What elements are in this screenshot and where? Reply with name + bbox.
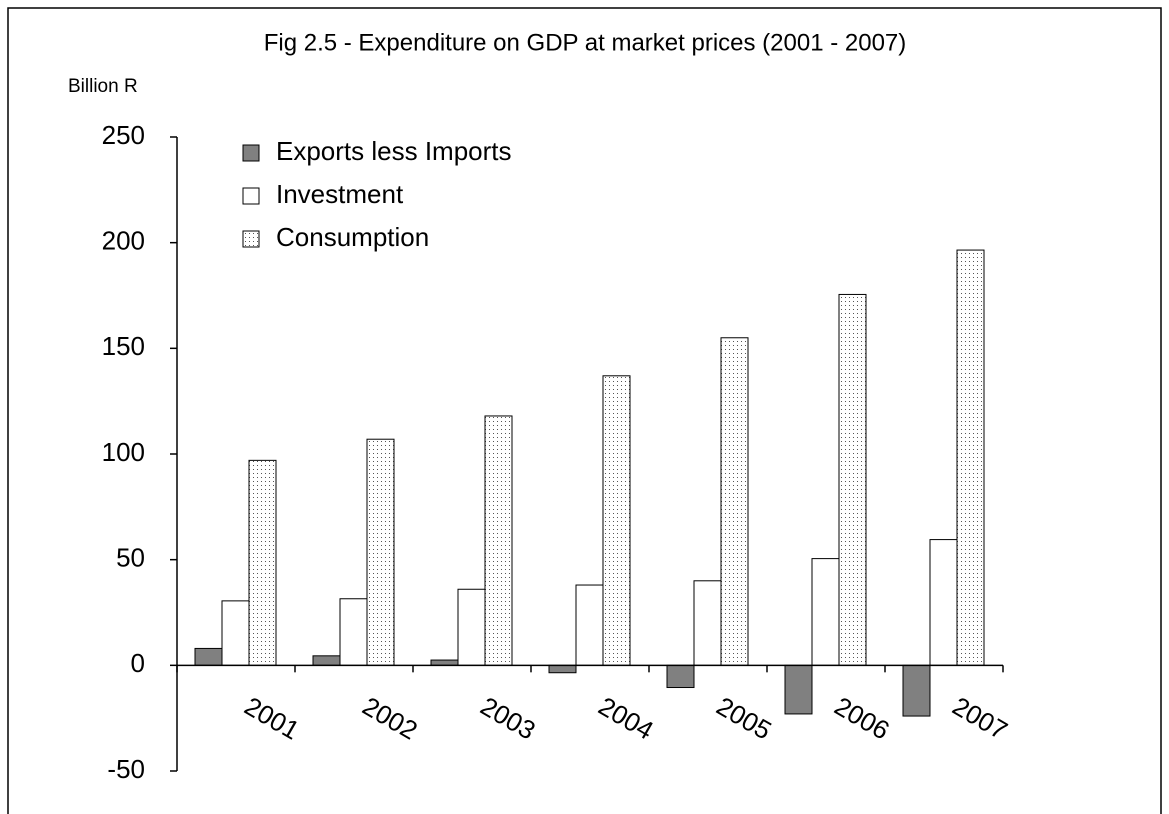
bar: [248, 459, 277, 666]
bar: [929, 539, 958, 666]
bar: [956, 249, 985, 666]
legend-label: Exports less Imports: [276, 136, 512, 166]
y-tick-label: 0: [131, 648, 145, 678]
bar: [811, 558, 840, 666]
bar: [784, 664, 813, 715]
y-tick-label: 100: [102, 437, 145, 467]
chart-title: Fig 2.5 - Expenditure on GDP at market p…: [264, 29, 907, 56]
bar: [666, 664, 695, 689]
bar: [430, 659, 459, 666]
bar: [693, 580, 722, 666]
legend-label: Investment: [276, 179, 404, 209]
bar: [339, 598, 368, 666]
y-tick-label: 50: [116, 543, 145, 573]
bar: [575, 584, 604, 666]
legend-label: Consumption: [276, 222, 429, 252]
y-tick-label: -50: [107, 754, 145, 784]
bar: [366, 438, 395, 666]
y-axis-label: Billion R: [68, 76, 138, 97]
y-tick-label: 150: [102, 331, 145, 361]
bar: [720, 337, 749, 666]
y-tick-label: 200: [102, 226, 145, 256]
bar: [548, 664, 577, 674]
y-tick-label: 250: [102, 120, 145, 150]
chart-frame: [7, 7, 1162, 814]
bar: [602, 375, 631, 666]
bar: [838, 293, 867, 666]
bar: [221, 600, 250, 666]
bar: [194, 647, 223, 666]
legend-swatch: [242, 144, 260, 162]
legend-swatch: [242, 230, 260, 248]
legend-swatch: [242, 187, 260, 205]
bar: [902, 664, 931, 717]
bar: [312, 655, 341, 666]
bar: [457, 588, 486, 666]
bar: [484, 415, 513, 666]
